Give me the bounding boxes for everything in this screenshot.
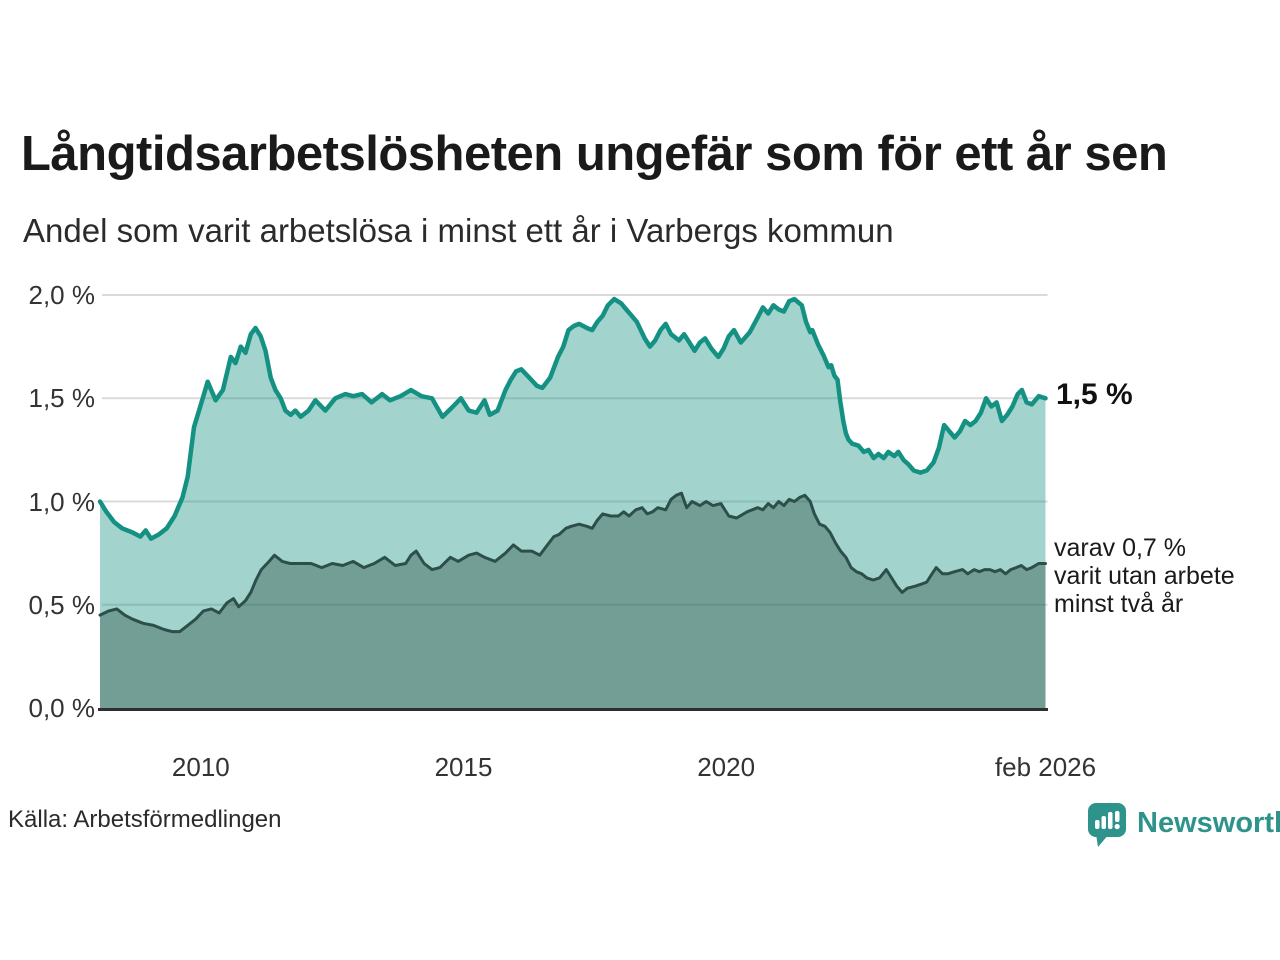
annotation-line: varit utan arbete [1054, 562, 1235, 591]
page-subtitle: Andel som varit arbetslösa i minst ett å… [23, 212, 894, 249]
page-title: Långtidsarbetslösheten ungefär som för e… [21, 127, 1168, 181]
x-axis-tick-label: 2015 [434, 752, 493, 782]
x-axis-tick-label: feb 2026 [994, 752, 1097, 782]
x-axis-tick-label: 2010 [171, 752, 230, 782]
newsworthy-logo-text: Newsworthy [1137, 807, 1280, 839]
annotation-line: minst två år [1054, 590, 1184, 619]
annotation-line: varav 0,7 % [1054, 534, 1187, 563]
y-axis-tick-label: 0,0 % [28, 693, 96, 723]
x-axis-tick-label: 2020 [697, 752, 756, 782]
y-axis-tick-label: 1,5 % [28, 383, 96, 414]
area-series-0 [100, 299, 1046, 708]
series-end-value-label: 1,5 % [1056, 378, 1133, 412]
line-series-1 [98, 491, 1047, 634]
y-axis-tick-label: 1,0 % [28, 486, 96, 517]
series-annotation: varav 0,7 % varit utan arbete minst två … [1054, 534, 1235, 618]
source-attribution: Källa: Arbetsförmedlingen [8, 806, 282, 833]
newsworthy-logo: Newsworthy [1088, 803, 1280, 849]
newsworthy-logo-icon [1088, 803, 1126, 847]
area-series-1 [100, 493, 1046, 708]
y-axis-tick-label: 0,5 % [28, 589, 96, 620]
line-series-0 [97, 296, 1048, 541]
y-axis-tick-label: 2,0 % [28, 280, 96, 310]
